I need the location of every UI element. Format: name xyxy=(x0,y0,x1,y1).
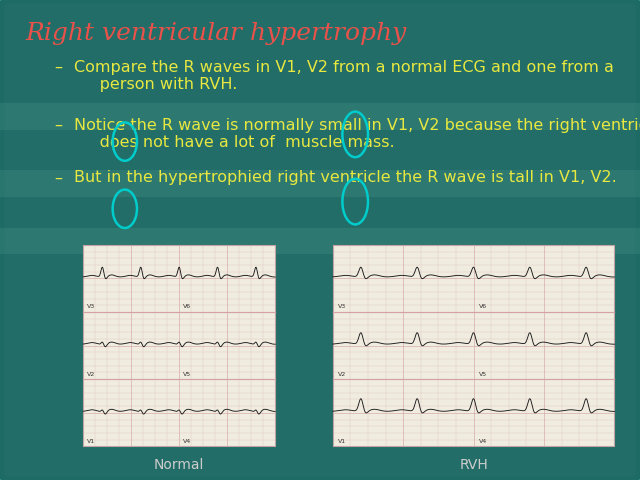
Text: V3: V3 xyxy=(87,304,95,309)
Text: Normal: Normal xyxy=(154,458,204,472)
Text: –: – xyxy=(54,170,63,185)
Text: V6: V6 xyxy=(479,304,487,309)
Text: –: – xyxy=(54,118,63,132)
Text: V4: V4 xyxy=(183,439,191,444)
FancyBboxPatch shape xyxy=(83,245,275,446)
Text: But in the hypertrophied right ventricle the R wave is tall in V1, V2.: But in the hypertrophied right ventricle… xyxy=(74,170,616,185)
FancyBboxPatch shape xyxy=(0,228,640,254)
Text: Compare the R waves in V1, V2 from a normal ECG and one from a
     person with : Compare the R waves in V1, V2 from a nor… xyxy=(74,60,614,92)
Text: V5: V5 xyxy=(479,372,487,376)
Text: V1: V1 xyxy=(87,439,95,444)
Text: RVH: RVH xyxy=(460,458,488,472)
Text: V1: V1 xyxy=(339,439,346,444)
Text: Notice the R wave is normally small in V1, V2 because the right ventricle
     d: Notice the R wave is normally small in V… xyxy=(74,118,640,150)
Text: V6: V6 xyxy=(183,304,191,309)
Text: V3: V3 xyxy=(339,304,347,309)
Text: V2: V2 xyxy=(339,372,347,376)
Text: V5: V5 xyxy=(183,372,191,376)
FancyBboxPatch shape xyxy=(0,103,640,130)
FancyBboxPatch shape xyxy=(0,170,640,197)
Text: –: – xyxy=(54,60,63,75)
FancyBboxPatch shape xyxy=(4,3,636,477)
FancyBboxPatch shape xyxy=(333,245,614,446)
Text: V2: V2 xyxy=(87,372,95,376)
Text: Right ventricular hypertrophy: Right ventricular hypertrophy xyxy=(26,22,407,45)
Text: V4: V4 xyxy=(479,439,488,444)
